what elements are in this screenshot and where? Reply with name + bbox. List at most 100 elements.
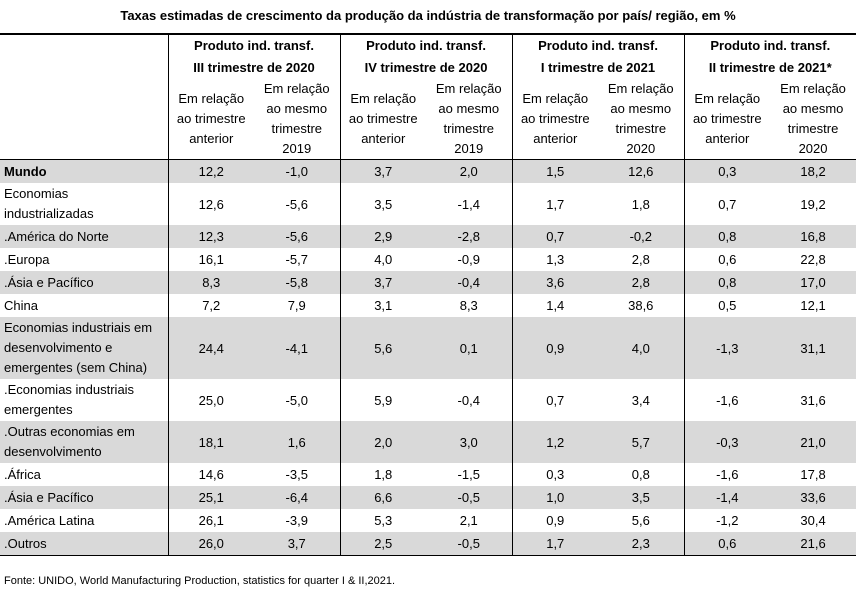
value-cell: 1,8 — [339, 463, 426, 486]
value-cell: 14,6 — [167, 463, 254, 486]
subheader-same-quarter: Em relação ao mesmo trimestre 2019 — [426, 79, 513, 160]
value-cell: 3,4 — [631, 392, 650, 408]
table-row: Economias industrializadas 12,6 -5,6 3,5 -1,4… — [0, 183, 856, 225]
source-note: Fonte: UNIDO, World Manufacturing Produc… — [4, 575, 396, 587]
value-cell: 1,5 — [511, 159, 599, 183]
table-row: .Economias industriais emergentes 25,0 -5,0… — [0, 379, 856, 421]
value-cell: 3,1 — [339, 294, 426, 317]
value-cell: 26,1 — [167, 509, 254, 532]
value-cell: 3,7 — [339, 159, 426, 183]
value-cell: -0,4 — [457, 392, 480, 408]
subheader-line: ao mesmo — [782, 101, 844, 116]
subheader-line: Em relação — [607, 81, 674, 96]
row-label: .Outros — [0, 532, 168, 556]
value-cell: 3,7 — [254, 532, 340, 556]
subheader-prev-quarter: Em relação ao trimestre anterior — [511, 79, 599, 160]
group-header-line2: IV trimestre de 2020 — [364, 60, 488, 75]
subheader-line: ao mesmo — [266, 101, 328, 116]
value-cell: -6,4 — [254, 486, 340, 509]
value-cell: 0,7 — [511, 225, 599, 248]
row-label-line: desenvolvimento — [4, 444, 102, 459]
value-cell: 12,3 — [167, 225, 254, 248]
value-cell: -1,6 — [683, 379, 771, 421]
subheader-line: anterior — [705, 131, 750, 146]
value-cell: 25,0 — [167, 379, 254, 421]
value-cell: 0,5 — [683, 294, 771, 317]
row-label-line: .Economias industriais — [4, 382, 135, 397]
subheader-line: 2019 — [454, 141, 484, 156]
value-cell: 17,0 — [770, 271, 856, 294]
row-label-line: Economias — [4, 186, 69, 201]
value-cell: 8,3 — [459, 298, 478, 313]
value-cell: 24,4 — [167, 317, 254, 379]
value-cell: 3,5 — [339, 183, 426, 225]
value-cell: 4,0 — [339, 248, 426, 271]
row-label-line: emergentes (sem China) — [4, 360, 148, 375]
subheader-line: Em relação — [263, 81, 330, 96]
value-cell: 18,1 — [167, 421, 254, 463]
value-cell: 12,2 — [167, 159, 254, 183]
value-cell: 0,3 — [683, 159, 771, 183]
value-cell: 0,1 — [426, 317, 513, 379]
value-cell: -5,6 — [285, 196, 308, 212]
table-row: .Outros 26,0 3,7 2,5 -0,5 1,7 2,3 0,6 21,6 — [0, 532, 856, 556]
value-cell: 0,8 — [683, 271, 771, 294]
subheader-line: ao trimestre — [692, 111, 762, 126]
value-cell: -0,5 — [426, 486, 513, 509]
group-header-line1: Produto ind. transf. — [538, 38, 658, 53]
value-cell: 0,7 — [683, 183, 771, 225]
value-cell: 7,9 — [287, 298, 306, 313]
row-label: .Outras economias em desenvolvimento — [0, 421, 168, 463]
value-cell: 0,3 — [511, 463, 599, 486]
subheader-line: ao trimestre — [520, 111, 590, 126]
value-cell: 0,9 — [511, 509, 599, 532]
value-cell: 2,8 — [631, 252, 650, 267]
row-label-line: .América Latina — [4, 512, 95, 528]
value-cell: 2,5 — [339, 532, 426, 556]
value-cell: 3,0 — [426, 421, 513, 463]
value-cell: -1,2 — [683, 509, 771, 532]
group-header-line1: Produto ind. transf. — [710, 38, 831, 53]
value-cell: 5,6 — [339, 317, 426, 379]
value-cell: -0,5 — [426, 532, 513, 556]
subheader-line: Em relação — [178, 91, 245, 106]
row-label: .Europa — [0, 248, 168, 271]
value-cell: 12,1 — [800, 298, 826, 313]
value-cell: -5,7 — [285, 252, 308, 267]
value-cell: 1,8 — [631, 196, 650, 212]
value-cell: 0,6 — [683, 248, 771, 271]
value-cell: 1,6 — [254, 421, 340, 463]
subheader-line: ao trimestre — [176, 111, 246, 126]
row-label-line: China — [4, 297, 38, 313]
value-cell: -1,6 — [683, 463, 771, 486]
value-cell: -1,4 — [457, 196, 480, 212]
value-cell: 1,0 — [511, 486, 599, 509]
value-cell: 5,3 — [339, 509, 426, 532]
value-cell: 17,8 — [800, 467, 826, 482]
growth-rates-table: Produto ind. transf. III trimestre de 20… — [0, 33, 856, 556]
value-cell: 4,0 — [598, 317, 685, 379]
value-cell: 2,0 — [339, 421, 426, 463]
row-label: .Economias industriais emergentes — [0, 379, 168, 421]
subheader-line: ao mesmo — [438, 101, 500, 116]
value-cell: -0,4 — [426, 271, 513, 294]
value-cell: 7,2 — [167, 294, 254, 317]
subheader-line: trimestre — [615, 121, 667, 136]
group-header-q4-2020: Produto ind. transf. IV trimestre de 202… — [339, 33, 513, 79]
value-cell: -2,8 — [426, 225, 513, 248]
table-row: .Ásia e Pacífico 8,3 -5,8 3,7 -0,4 3,6 2,8 0,8 1… — [0, 271, 856, 294]
subheader-same-quarter: Em relação ao mesmo trimestre 2019 — [254, 79, 340, 160]
value-cell: -0,9 — [457, 252, 480, 267]
value-cell: 0,6 — [683, 532, 771, 556]
subheader-line: trimestre — [787, 121, 839, 136]
value-cell: -1,0 — [254, 159, 340, 183]
subheader-line: anterior — [189, 131, 234, 146]
value-cell: -1,5 — [457, 467, 480, 482]
subheader-same-quarter: Em relação ao mesmo trimestre 2020 — [598, 79, 685, 160]
value-cell: 22,8 — [800, 252, 826, 267]
group-header-line2: II trimestre de 2021* — [708, 60, 832, 75]
value-cell: 1,3 — [511, 248, 599, 271]
row-label-line: .Outras economias em — [4, 424, 135, 439]
value-cell: -5,8 — [254, 271, 340, 294]
value-cell: -0,3 — [683, 421, 771, 463]
